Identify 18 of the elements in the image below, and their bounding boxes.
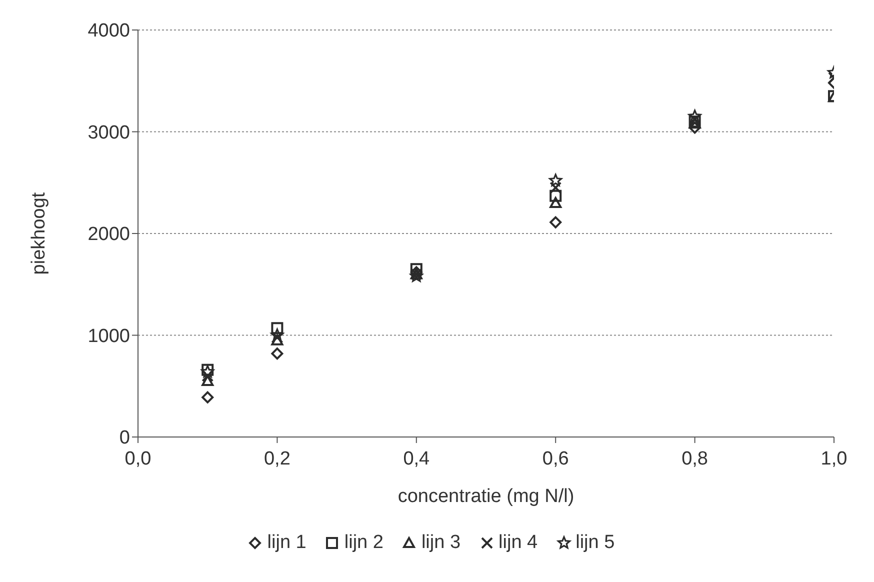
y-axis-title: piekhoogt — [28, 192, 50, 275]
x-tick-label: 0,0 — [124, 448, 152, 470]
x-axis-title: concentratie (mg N/l) — [398, 486, 574, 507]
legend-label: lijn 5 — [576, 532, 615, 554]
legend-label: lijn 1 — [267, 532, 306, 554]
x-tick-label: 1,0 — [820, 448, 848, 470]
x-tick-label: 0,2 — [264, 448, 290, 470]
x-tick-label: 0,6 — [542, 448, 569, 470]
y-tick-label: 2000 — [88, 224, 130, 246]
y-tick-label: 0 — [119, 428, 130, 449]
y-tick-label: 1000 — [88, 326, 130, 347]
x-tick-label: 0,4 — [403, 448, 430, 470]
x-tick-label: 0,8 — [682, 448, 708, 470]
legend-label: lijn 4 — [498, 532, 538, 554]
y-tick-label: 3000 — [88, 122, 130, 144]
legend-label: lijn 3 — [421, 532, 461, 554]
y-tick-label: 4000 — [88, 20, 130, 42]
legend-label: lijn 2 — [344, 532, 384, 554]
